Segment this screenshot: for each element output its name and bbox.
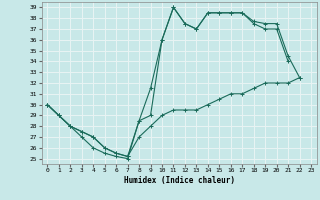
X-axis label: Humidex (Indice chaleur): Humidex (Indice chaleur) [124, 176, 235, 185]
